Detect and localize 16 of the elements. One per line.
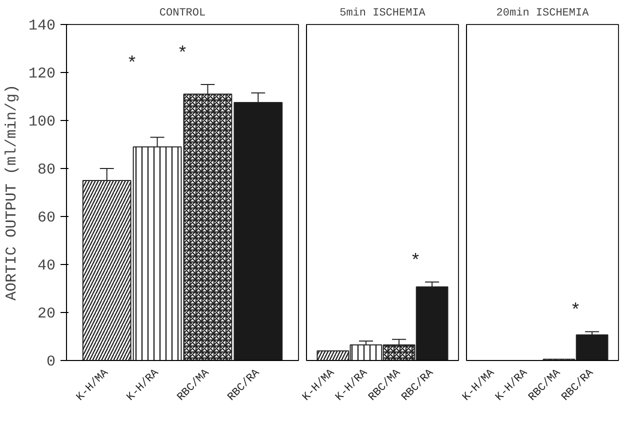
chart-title: 20min ISCHEMIA <box>496 8 590 20</box>
chart-title: CONTROL <box>159 8 206 20</box>
annotation: * <box>570 302 581 322</box>
annotation: * <box>126 54 138 74</box>
y-tick-label: 100 <box>28 114 56 130</box>
y-tick-label: 20 <box>37 306 56 322</box>
y-tick-label: 60 <box>37 210 56 226</box>
y-tick-label: 40 <box>37 258 56 274</box>
chart-title: 5min ISCHEMIA <box>340 8 426 20</box>
annotation: * <box>177 44 188 64</box>
y-tick-label: 0 <box>46 354 56 370</box>
y-axis-title: AORTIC OUTPUT (ml/min/g) <box>3 84 20 301</box>
y-tick-label: 80 <box>37 162 56 178</box>
annotation: * <box>410 252 421 272</box>
y-tick-label: 120 <box>28 66 56 82</box>
y-tick-label: 140 <box>28 18 56 34</box>
